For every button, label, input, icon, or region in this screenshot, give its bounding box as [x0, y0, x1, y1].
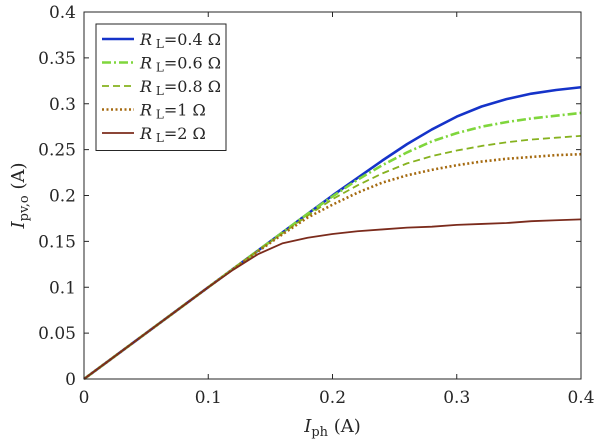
x-axis-label: Iph (A) [303, 416, 361, 440]
y-tick-label: 0.1 [49, 278, 76, 298]
x-tick-label: 0.4 [567, 388, 594, 408]
x-tick-label: 0.3 [443, 388, 470, 408]
legend-label-4: R L=1 Ω [139, 101, 206, 122]
legend-label-5: R L=2 Ω [139, 124, 206, 145]
y-axis-label: Ipv,o (A) [8, 163, 32, 230]
series-line-5 [83, 218, 582, 380]
x-tick-label: 0.1 [195, 388, 222, 408]
y-tick-label: 0 [65, 370, 76, 390]
legend-box [95, 23, 227, 151]
y-tick-label: 0.15 [38, 232, 76, 252]
y-tick-label: 0.35 [38, 49, 76, 69]
legend-label-3: R L=0.8 Ω [139, 77, 221, 98]
y-tick-label: 0.2 [49, 187, 76, 207]
legend: R L=0.4 Ω R L=0.6 ΩR L=0.8 Ω R L=1 ΩR L=2 … [95, 23, 227, 151]
y-tick-label: 0.4 [49, 3, 76, 23]
ticks-layer: 0 0.1 0.2 0.3 0.4 0 0.05 0.1 0.15 0.2 0.25 0.3 0.35 0… [38, 3, 594, 408]
y-tick-label: 0.05 [38, 324, 76, 344]
x-tick-label: 0 [79, 388, 90, 408]
legend-label-1: R L=0.4 Ω [139, 30, 221, 51]
y-tick-label: 0.25 [38, 141, 76, 161]
x-tick-label: 0.2 [319, 388, 346, 408]
axis-labels: Iph (A) Ipv,o (A) [8, 163, 361, 440]
series-layer [83, 85, 582, 381]
y-tick-label: 0.3 [49, 95, 76, 115]
legend-label-2: R L=0.6 Ω [139, 54, 221, 75]
